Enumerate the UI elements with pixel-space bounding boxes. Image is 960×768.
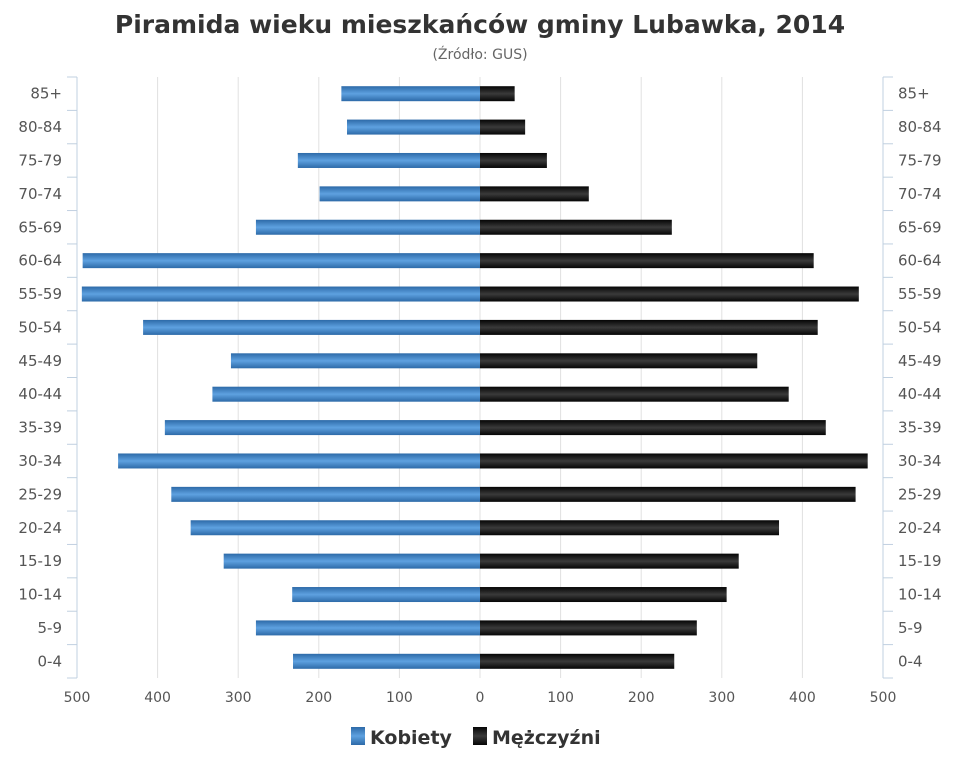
- bar-mezczyzni: [480, 253, 814, 269]
- legend-swatch-mezczyzni: [473, 727, 487, 745]
- x-tick-label: 200: [305, 690, 332, 706]
- category-label-left: 55-59: [18, 285, 62, 303]
- bar-kobiety: [190, 520, 480, 536]
- category-label-right: 75-79: [898, 151, 942, 169]
- bar-mezczyzni: [480, 286, 859, 302]
- category-label-left: 25-29: [18, 485, 62, 503]
- bar-kobiety: [319, 186, 480, 202]
- category-label-right: 45-49: [898, 352, 942, 370]
- category-label-left: 40-44: [18, 385, 62, 403]
- category-label-right: 5-9: [898, 619, 923, 637]
- category-label-left: 80-84: [18, 118, 62, 136]
- category-label-left: 10-14: [18, 586, 62, 604]
- category-label-right: 60-64: [898, 252, 942, 270]
- bar-kobiety: [292, 587, 480, 603]
- category-label-left: 30-34: [18, 452, 62, 470]
- bar-kobiety: [82, 253, 480, 269]
- legend: Kobiety Mężczyźni: [351, 727, 601, 749]
- category-label-right: 50-54: [898, 318, 942, 336]
- bar-kobiety: [81, 286, 480, 302]
- category-label-left: 75-79: [18, 151, 62, 169]
- bar-mezczyzni: [480, 119, 526, 135]
- category-label-left: 5-9: [38, 619, 63, 637]
- bar-kobiety: [171, 486, 480, 502]
- x-tick-label: 500: [870, 690, 897, 706]
- bar-mezczyzni: [480, 453, 868, 469]
- bar-mezczyzni: [480, 353, 758, 369]
- category-label-right: 40-44: [898, 385, 942, 403]
- category-label-right: 0-4: [898, 652, 923, 670]
- legend-swatch-kobiety: [351, 727, 365, 745]
- bar-mezczyzni: [480, 520, 780, 536]
- bar-mezczyzni: [480, 319, 818, 335]
- chart-subtitle: (Źródło: GUS): [432, 45, 527, 63]
- bar-kobiety: [230, 353, 480, 369]
- category-label-left: 85+: [30, 85, 62, 103]
- bar-kobiety: [255, 219, 480, 235]
- bar-mezczyzni: [480, 420, 826, 436]
- category-label-right: 65-69: [898, 218, 942, 236]
- bar-kobiety: [255, 620, 480, 636]
- x-tick-label: 0: [476, 690, 485, 706]
- category-label-left: 70-74: [18, 185, 62, 203]
- bar-mezczyzni: [480, 152, 547, 168]
- x-tick-label: 100: [547, 690, 574, 706]
- x-tick-label: 100: [386, 690, 413, 706]
- category-label-right: 15-19: [898, 552, 942, 570]
- category-label-left: 45-49: [18, 352, 62, 370]
- bar-kobiety: [118, 453, 480, 469]
- category-label-left: 65-69: [18, 218, 62, 236]
- chart-title: Piramida wieku mieszkańców gminy Lubawka…: [115, 10, 845, 39]
- category-label-left: 0-4: [38, 652, 63, 670]
- bar-mezczyzni: [480, 219, 672, 235]
- category-label-right: 70-74: [898, 185, 942, 203]
- bar-kobiety: [143, 319, 481, 335]
- legend-label-mezczyzni[interactable]: Mężczyźni: [492, 727, 601, 749]
- bar-kobiety: [293, 653, 480, 669]
- bar-mezczyzni: [480, 653, 675, 669]
- category-label-right: 30-34: [898, 452, 942, 470]
- bar-kobiety: [347, 119, 480, 135]
- bar-kobiety: [341, 86, 480, 102]
- category-label-right: 35-39: [898, 419, 942, 437]
- bar-mezczyzni: [480, 186, 589, 202]
- category-label-left: 20-24: [18, 519, 62, 537]
- x-tick-label: 400: [144, 690, 171, 706]
- bar-mezczyzni: [480, 587, 727, 603]
- bar-mezczyzni: [480, 86, 515, 102]
- category-label-left: 50-54: [18, 318, 62, 336]
- category-label-left: 35-39: [18, 419, 62, 437]
- category-label-left: 15-19: [18, 552, 62, 570]
- bar-mezczyzni: [480, 486, 856, 502]
- bar-kobiety: [164, 420, 480, 436]
- bar-mezczyzni: [480, 386, 789, 402]
- category-label-right: 55-59: [898, 285, 942, 303]
- bar-kobiety: [212, 386, 480, 402]
- category-label-right: 25-29: [898, 485, 942, 503]
- x-tick-label: 500: [64, 690, 91, 706]
- bar-kobiety: [223, 553, 480, 569]
- category-label-left: 60-64: [18, 252, 62, 270]
- bar-mezczyzni: [480, 620, 697, 636]
- bar-mezczyzni: [480, 553, 739, 569]
- category-label-right: 80-84: [898, 118, 942, 136]
- x-tick-label: 400: [789, 690, 816, 706]
- category-label-right: 20-24: [898, 519, 942, 537]
- category-label-right: 85+: [898, 85, 930, 103]
- x-tick-label: 300: [225, 690, 252, 706]
- x-tick-label: 300: [708, 690, 735, 706]
- x-tick-label: 200: [628, 690, 655, 706]
- legend-label-kobiety[interactable]: Kobiety: [370, 727, 453, 749]
- category-label-right: 10-14: [898, 586, 942, 604]
- bar-kobiety: [297, 152, 480, 168]
